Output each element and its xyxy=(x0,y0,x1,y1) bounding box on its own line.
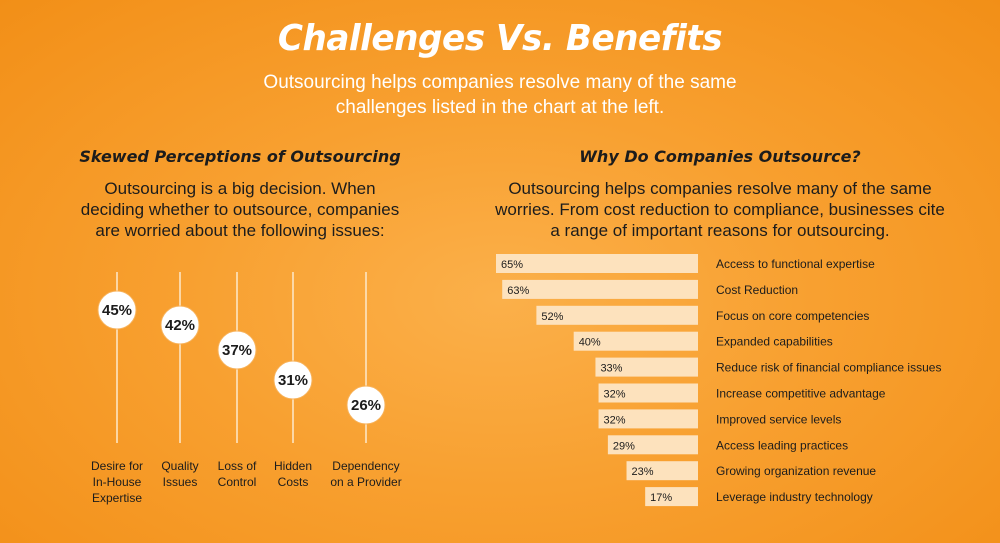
bar xyxy=(645,487,698,507)
main-subtitle: Outsourcing helps companies resolve many… xyxy=(200,70,800,120)
main-title: Challenges Vs. Benefits xyxy=(277,18,723,59)
bar-value-label: 65% xyxy=(501,259,523,271)
main-subtitle-line1: Outsourcing helps companies resolve many… xyxy=(263,72,737,93)
bubble-category-label: Desire for In-House Expertise xyxy=(91,459,143,505)
bar-category-label: Increase competitive advantage xyxy=(716,387,886,401)
bubble-chart: 45% Desire for In-House Expertise 42% Quality… xyxy=(91,272,402,505)
right-desc-line2: worries. From cost reduction to complian… xyxy=(495,200,945,219)
bar xyxy=(502,279,698,299)
bar-category-label: Leverage industry technology xyxy=(716,490,873,504)
bar-value-label: 32% xyxy=(604,389,626,401)
bar xyxy=(598,383,698,403)
bar xyxy=(595,357,698,377)
bar-category-label: Access leading practices xyxy=(716,438,848,452)
bar-category-label: Improved service levels xyxy=(716,412,841,426)
right-section-description: Outsourcing helps companies resolve many… xyxy=(470,178,970,241)
bar xyxy=(626,461,698,481)
bar-category-label: Access to functional expertise xyxy=(716,257,875,271)
bar-value-label: 23% xyxy=(632,466,654,478)
bubble-marker xyxy=(217,330,257,370)
bar-value-label: 29% xyxy=(613,440,635,452)
bubble-category-label: Hidden Costs xyxy=(274,459,312,489)
bar xyxy=(573,331,698,351)
bar-chart: 65% Access to functional expertise 63% Cost… xyxy=(496,254,941,507)
left-desc-line2: deciding whether to outsource, companies xyxy=(80,200,400,219)
bar-value-label: 32% xyxy=(604,414,626,426)
bar-category-label: Growing organization revenue xyxy=(716,464,876,478)
bubble-value-label: 42% xyxy=(165,317,195,334)
bar-value-label: 40% xyxy=(579,337,601,349)
bubble-category-label: Quality Issues xyxy=(161,459,198,489)
bubble-value-label: 26% xyxy=(351,397,381,414)
bubble-value-label: 45% xyxy=(102,302,132,319)
bar xyxy=(496,254,698,273)
bar-value-label: 52% xyxy=(541,311,563,323)
bar-category-label: Reduce risk of financial compliance issu… xyxy=(716,361,941,375)
bubble-category-label: Loss of Control xyxy=(218,459,257,489)
right-desc-line3: a range of important reasons for outsour… xyxy=(550,221,890,240)
bubble-category-label: Dependency on a Provider xyxy=(330,459,401,489)
left-desc-line1: Outsourcing is a big decision. When xyxy=(104,179,376,198)
bubble-value-label: 31% xyxy=(278,372,308,389)
right-desc-line1: Outsourcing helps companies resolve many… xyxy=(508,179,932,198)
bar-category-label: Cost Reduction xyxy=(716,283,798,297)
bubble-marker xyxy=(273,360,313,400)
bar-value-label: 17% xyxy=(650,492,672,504)
bar-category-label: Focus on core competencies xyxy=(716,309,869,323)
bar xyxy=(607,435,698,455)
bubble-value-label: 37% xyxy=(222,342,252,359)
left-section-description: Outsourcing is a big decision. When deci… xyxy=(40,178,440,241)
bar-value-label: 63% xyxy=(507,285,529,297)
bar-category-label: Expanded capabilities xyxy=(716,335,833,349)
left-desc-line3: are worried about the following issues: xyxy=(95,221,385,240)
bubble-marker xyxy=(97,290,137,330)
main-subtitle-line2: challenges listed in the chart at the le… xyxy=(335,97,665,118)
bubble-marker xyxy=(160,305,200,345)
left-section-title: Skewed Perceptions of Outsourcing xyxy=(79,147,401,166)
right-section-title: Why Do Companies Outsource? xyxy=(579,147,861,166)
bar-value-label: 33% xyxy=(600,363,622,375)
bubble-marker xyxy=(346,385,386,425)
bar xyxy=(598,409,698,429)
bar xyxy=(536,305,698,325)
